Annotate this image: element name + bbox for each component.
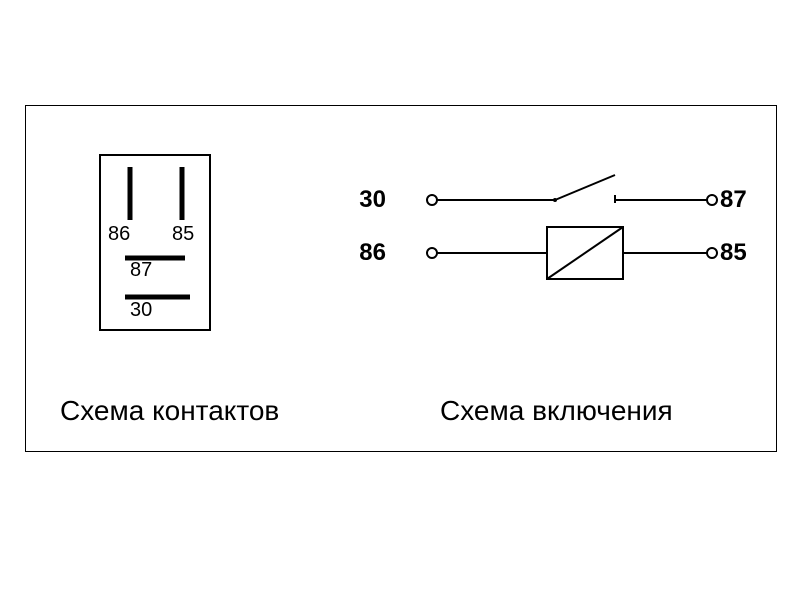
terminal-label-86: 86 [359,239,386,266]
pin-group: 86 85 87 30 [108,167,194,321]
terminal-label-87: 87 [720,186,747,213]
terminal-86 [427,248,437,258]
switch-pivot [553,198,557,202]
caption-left: Схема контактов [60,395,279,427]
terminal-label-30: 30 [359,186,386,213]
terminal-label-85: 85 [720,239,747,266]
pin-label-85: 85 [172,223,194,245]
diagram-svg: 86858730 30878685 [0,0,800,600]
terminal-87 [707,195,717,205]
terminal-85 [707,248,717,258]
switch-arm [555,175,615,200]
terminal-30 [427,195,437,205]
caption-right: Схема включения [440,395,673,427]
pin-label-86: 86 [108,223,130,245]
schematic-group: 30 87 86 85 [359,175,746,279]
pin-label-87: 87 [130,259,152,281]
pin-label-30: 30 [130,299,152,321]
